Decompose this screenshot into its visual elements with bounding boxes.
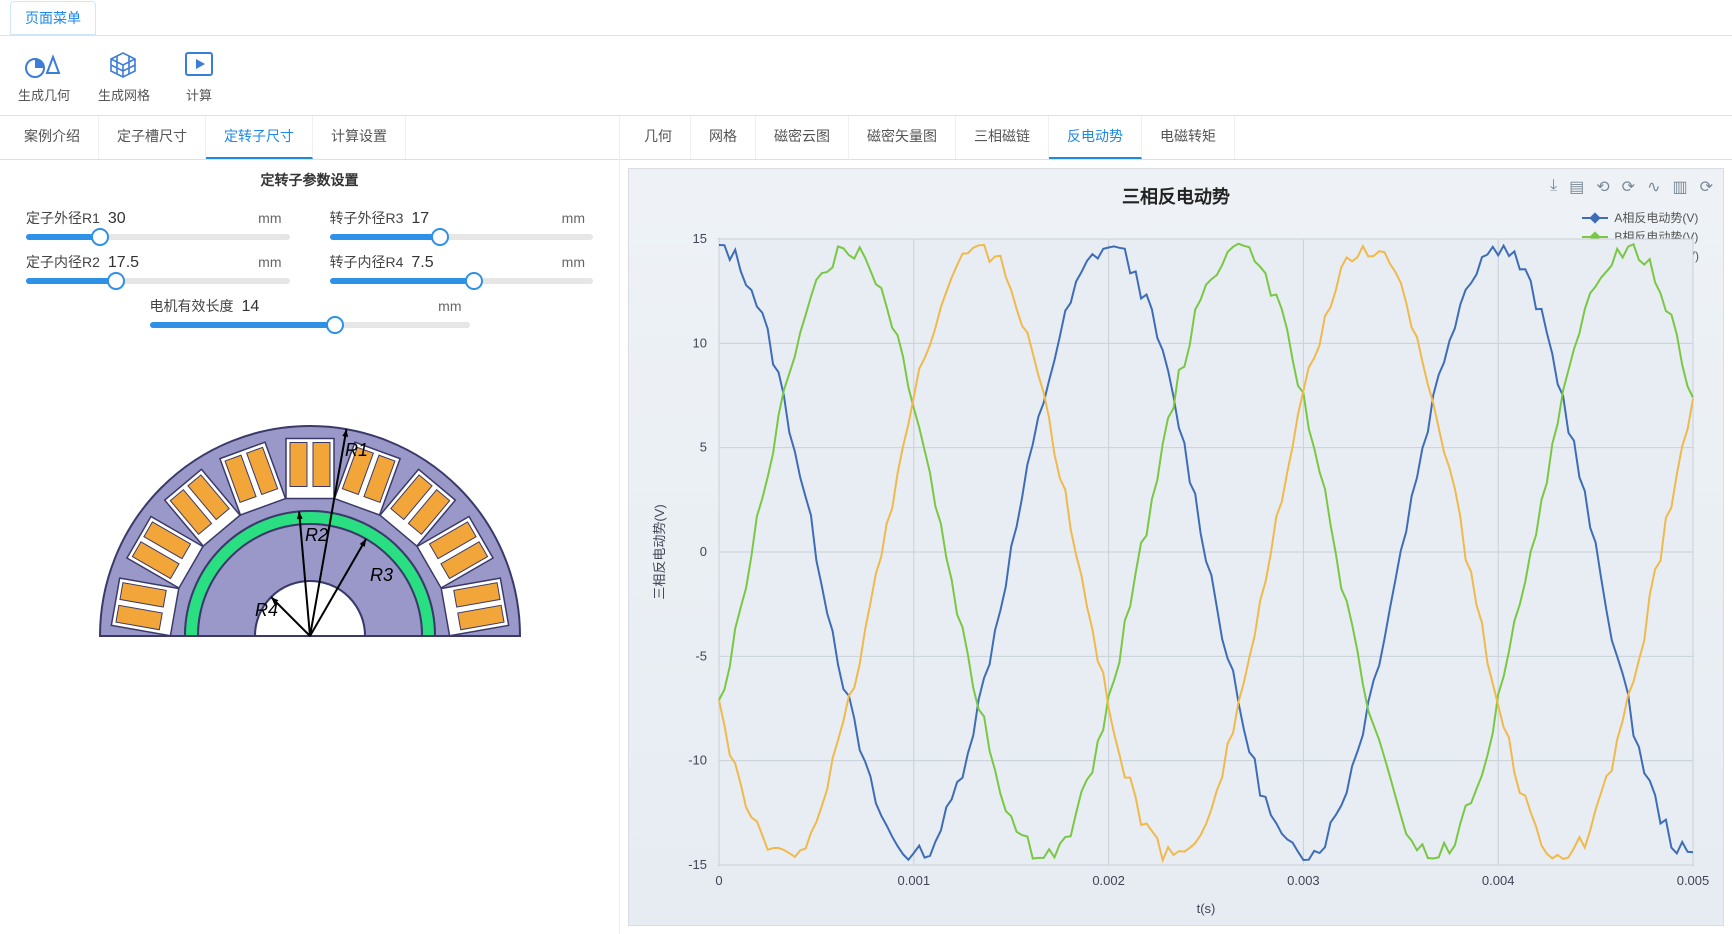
mesh-icon xyxy=(103,47,145,81)
param-value: 7.5 xyxy=(411,254,451,272)
param-label: 定子外径R1 xyxy=(26,208,100,228)
right-tabs: 几何网格磁密云图磁密矢量图三相磁链反电动势电磁转矩 xyxy=(620,116,1732,160)
generate-geometry-button[interactable]: 生成几何 xyxy=(18,47,70,104)
param-label: 电机有效长度 xyxy=(150,296,234,316)
right-tab-0[interactable]: 几何 xyxy=(626,116,691,159)
generate-mesh-button[interactable]: 生成网格 xyxy=(98,47,150,104)
slider-r4[interactable] xyxy=(330,278,594,284)
slider-r2[interactable] xyxy=(26,278,290,284)
svg-text:0.001: 0.001 xyxy=(898,873,931,888)
right-tab-5[interactable]: 反电动势 xyxy=(1049,116,1142,159)
motor-cross-section-diagram: R1 R2 R3 R4 xyxy=(0,348,619,684)
svg-text:-10: -10 xyxy=(688,753,707,768)
svg-text:0.003: 0.003 xyxy=(1287,873,1320,888)
play-icon xyxy=(178,47,220,81)
param-value: 17.5 xyxy=(108,254,148,272)
param-unit: mm xyxy=(562,210,593,226)
left-tab-2[interactable]: 定转子尺寸 xyxy=(206,116,313,159)
geometry-icon xyxy=(23,47,65,81)
param-label: 定子内径R2 xyxy=(26,252,100,272)
param-unit: mm xyxy=(562,254,593,270)
svg-text:10: 10 xyxy=(693,335,707,350)
param-label: 转子内径R4 xyxy=(330,252,404,272)
svg-text:R2: R2 xyxy=(305,525,328,545)
chart-area: ⤓ ▤ ⟲ ⟳ ∿ ▥ ⟳ 三相反电动势 A相反电动势(V)B相反电动势(V)C… xyxy=(628,168,1724,926)
param-r3: 转子外径R3 17 mm xyxy=(330,208,594,240)
page-menu-button[interactable]: 页面菜单 xyxy=(10,1,96,35)
param-value: 17 xyxy=(411,210,451,228)
svg-text:0: 0 xyxy=(715,873,722,888)
right-tab-4[interactable]: 三相磁链 xyxy=(956,116,1049,159)
line-chart[interactable]: 0 0.001 0.002 0.003 0.004 0.005 -15 -10 -5 0 5 10 15… xyxy=(629,169,1723,925)
param-length: 电机有效长度 14 mm xyxy=(150,296,470,328)
right-tab-2[interactable]: 磁密云图 xyxy=(756,116,849,159)
svg-text:R4: R4 xyxy=(255,600,278,620)
right-tab-1[interactable]: 网格 xyxy=(691,116,756,159)
param-value: 14 xyxy=(242,298,282,316)
svg-text:5: 5 xyxy=(700,440,707,455)
svg-text:0.002: 0.002 xyxy=(1092,873,1125,888)
svg-text:R3: R3 xyxy=(370,565,393,585)
param-label: 转子外径R3 xyxy=(330,208,404,228)
calculate-button[interactable]: 计算 xyxy=(178,47,220,104)
left-tab-0[interactable]: 案例介绍 xyxy=(6,116,99,159)
svg-text:-15: -15 xyxy=(688,857,707,872)
tool-label: 生成网格 xyxy=(98,85,150,104)
svg-text:-5: -5 xyxy=(695,648,707,663)
param-r2: 定子内径R2 17.5 mm xyxy=(26,252,290,284)
action-toolbar: 生成几何 生成网格 计算 xyxy=(0,36,1732,116)
right-tab-3[interactable]: 磁密矢量图 xyxy=(849,116,956,159)
svg-text:0: 0 xyxy=(700,544,707,559)
svg-text:R1: R1 xyxy=(345,440,368,460)
param-r1: 定子外径R1 30 mm xyxy=(26,208,290,240)
left-tabs: 案例介绍定子槽尺寸定转子尺寸计算设置 xyxy=(0,116,619,160)
svg-text:t(s): t(s) xyxy=(1197,901,1216,916)
slider-r3[interactable] xyxy=(330,234,594,240)
param-r4: 转子内径R4 7.5 mm xyxy=(330,252,594,284)
left-tab-3[interactable]: 计算设置 xyxy=(313,116,406,159)
svg-text:三相反电动势(V): 三相反电动势(V) xyxy=(652,504,667,599)
slider-r1[interactable] xyxy=(26,234,290,240)
slider-length[interactable] xyxy=(150,322,470,328)
param-unit: mm xyxy=(438,298,469,314)
param-value: 30 xyxy=(108,210,148,228)
left-tab-1[interactable]: 定子槽尺寸 xyxy=(99,116,206,159)
svg-text:0.005: 0.005 xyxy=(1677,873,1710,888)
tool-label: 计算 xyxy=(186,85,212,104)
svg-text:15: 15 xyxy=(693,231,707,246)
param-unit: mm xyxy=(258,210,289,226)
tool-label: 生成几何 xyxy=(18,85,70,104)
svg-text:0.004: 0.004 xyxy=(1482,873,1515,888)
right-tab-6[interactable]: 电磁转矩 xyxy=(1142,116,1235,159)
panel-title: 定转子参数设置 xyxy=(0,160,619,200)
param-unit: mm xyxy=(258,254,289,270)
